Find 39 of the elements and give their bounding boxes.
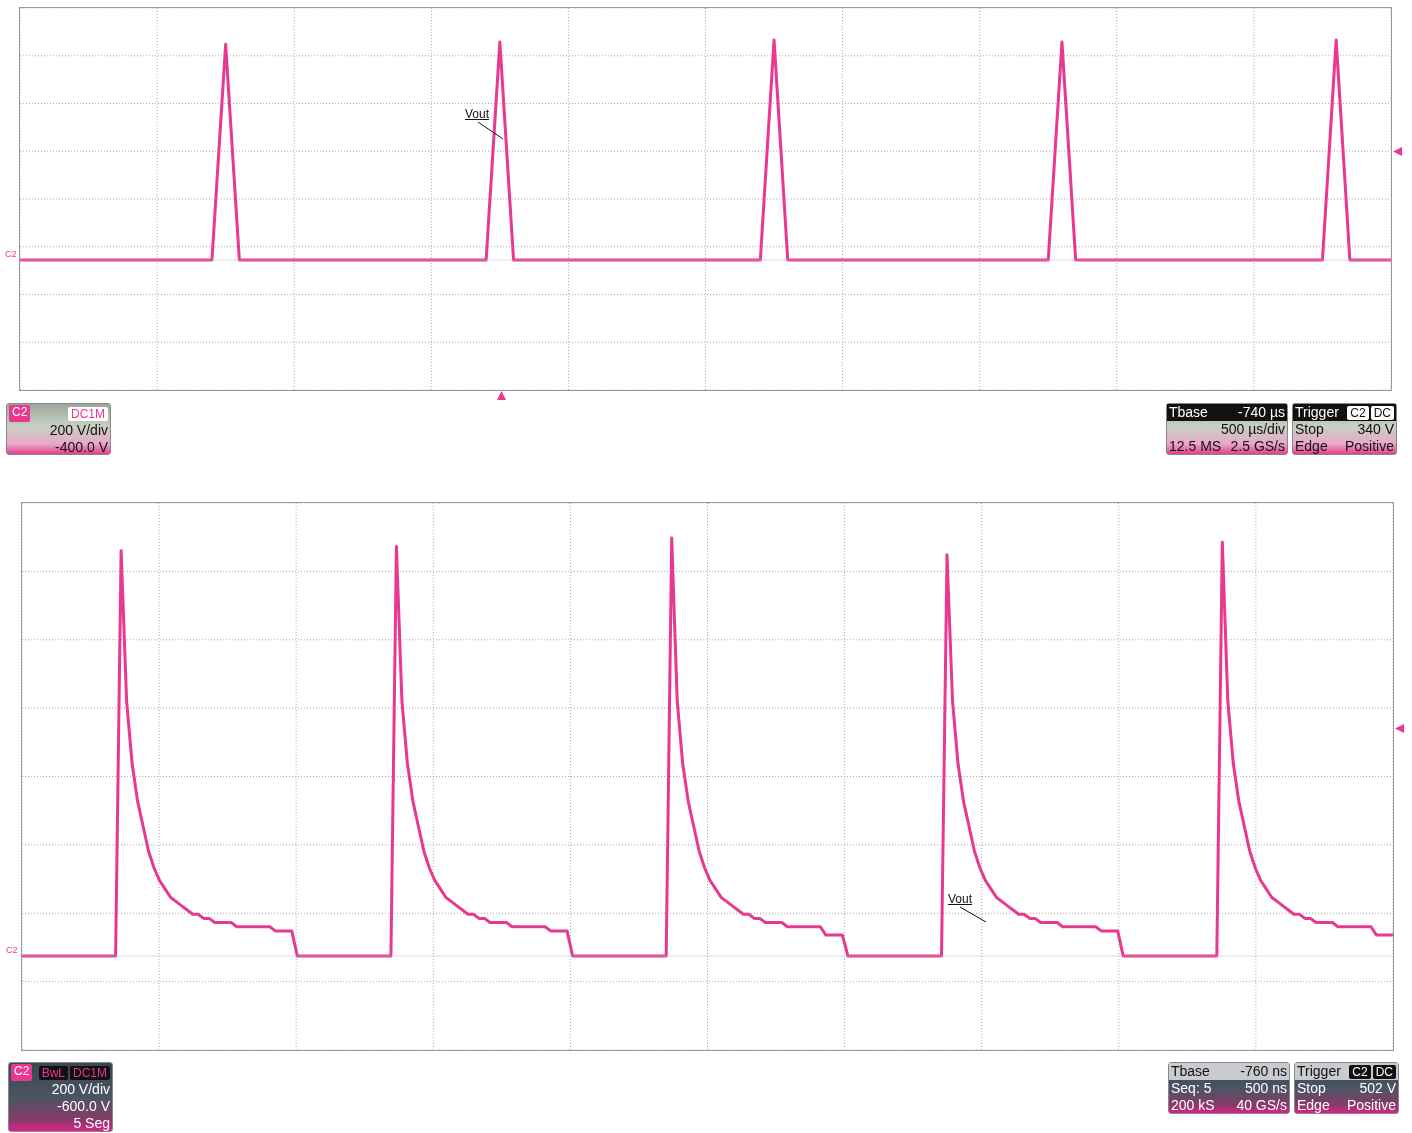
text: 500 ns — [1244, 1080, 1287, 1097]
text: 2.5 GS/s — [1230, 438, 1285, 455]
text: Positive — [1344, 438, 1394, 455]
text: 200 kS — [1171, 1097, 1215, 1114]
text: 12.5 MS — [1169, 438, 1222, 455]
text: -760 ns — [1240, 1063, 1287, 1080]
text: DC — [1370, 406, 1394, 420]
text: Trigger — [1297, 1063, 1341, 1080]
text: -400.0 V — [54, 439, 109, 456]
text: 500 µs/div — [1220, 421, 1285, 438]
annotation: Vout — [465, 107, 490, 121]
text: -600.0 V — [56, 1098, 111, 1115]
text: Positive — [1346, 1097, 1396, 1114]
text: C2 — [5, 249, 17, 259]
text: DC1M — [69, 1066, 110, 1080]
text: -740 µs — [1238, 404, 1285, 421]
text: Seq: 5 — [1171, 1080, 1212, 1097]
text: 200 V/div — [48, 422, 109, 439]
text: 340 V — [1357, 421, 1394, 438]
text: Edge — [1297, 1097, 1330, 1114]
text: Edge — [1295, 438, 1328, 455]
text: Tbase — [1169, 404, 1208, 421]
annotation: Vout — [948, 892, 973, 906]
text: 40 GS/s — [1236, 1097, 1287, 1114]
text: Tbase — [1171, 1063, 1210, 1080]
text: BwL — [38, 1066, 68, 1080]
text: 5 Seg — [72, 1115, 111, 1132]
text: Stop — [1295, 421, 1324, 438]
text: 502 V — [1359, 1080, 1396, 1097]
text: C2 — [1349, 1065, 1371, 1079]
text: DC — [1372, 1065, 1396, 1079]
text: Trigger — [1295, 404, 1339, 421]
text: Stop — [1297, 1080, 1326, 1097]
text: C2 — [11, 1064, 33, 1081]
text: C2 — [6, 945, 18, 955]
text: 200 V/div — [50, 1081, 111, 1098]
text: C2 — [9, 405, 31, 422]
text: DC1M — [67, 407, 108, 421]
text: C2 — [1347, 406, 1369, 420]
